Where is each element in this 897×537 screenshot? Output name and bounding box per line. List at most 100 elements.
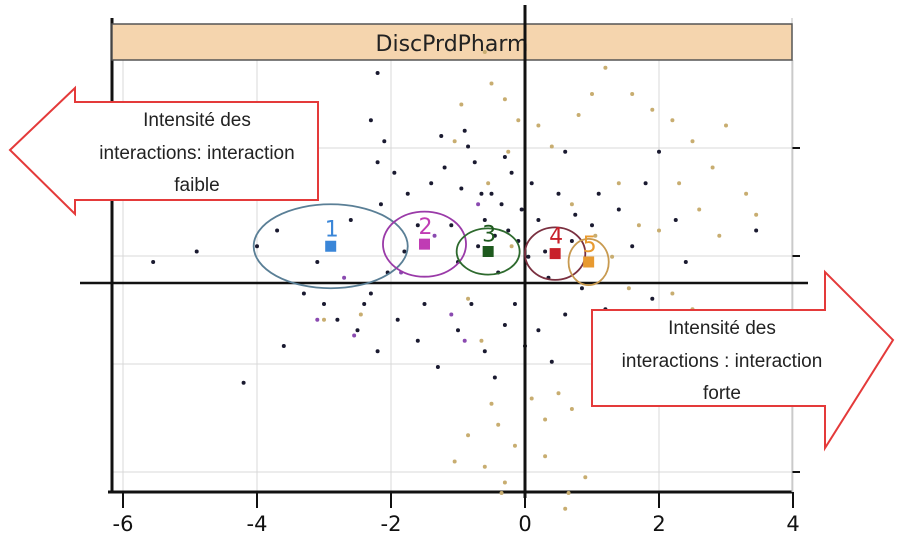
scatter-point-dark — [466, 144, 471, 149]
left-arrow-line-1: Intensité des — [143, 110, 251, 131]
cluster-center-1 — [325, 240, 337, 252]
scatter-point-light — [452, 459, 457, 464]
scatter-point-dark — [456, 328, 460, 333]
scatter-point-dark — [499, 202, 504, 207]
scatter-point-dark — [590, 223, 594, 228]
panel-strip-background — [111, 23, 793, 61]
cluster-label-3: 3 — [482, 223, 496, 248]
scatter-point-dark — [322, 302, 326, 306]
scatter-point-light — [549, 144, 554, 149]
scatter-point-light — [512, 443, 517, 448]
x-tick-label: -6 — [113, 512, 134, 536]
panel-strip: DiscPrdPharm — [111, 23, 793, 61]
scatter-point-violet — [476, 202, 481, 207]
scatter-point-light — [506, 149, 511, 154]
scatter-point-dark — [348, 218, 353, 222]
scatter-point-light — [590, 92, 594, 96]
left-arrow-line-3: faible — [174, 175, 219, 196]
scatter-point-light — [630, 92, 635, 96]
cluster-label-4: 4 — [549, 225, 563, 250]
scatter-point-dark — [151, 260, 156, 264]
scatter-point-dark — [422, 302, 427, 306]
scatter-point-dark — [395, 317, 400, 322]
scatter-point-dark — [275, 228, 280, 233]
scatter-point-light — [657, 228, 661, 233]
scatter-point-light — [466, 433, 471, 438]
scatter-point-light — [717, 233, 722, 238]
scatter-point-dark — [573, 212, 578, 217]
scatter-point-dark — [402, 249, 407, 254]
scatter-point-light — [556, 391, 561, 396]
right-arrow: Intensité des interactions : interaction… — [591, 269, 895, 452]
scatter-point-dark — [479, 191, 484, 196]
right-arrow-line-2: interactions : interaction — [622, 351, 823, 372]
scatter-point-dark — [281, 344, 286, 348]
cluster-ellipse-4 — [524, 226, 587, 281]
scatter-point-dark — [462, 128, 467, 133]
scatter-point-light — [626, 286, 631, 291]
scatter-point-light — [650, 107, 655, 112]
scatter-point-light — [593, 233, 598, 238]
scatter-point-light — [529, 396, 534, 401]
scatter-point-dark — [489, 191, 494, 196]
scatter-point-dark — [506, 228, 511, 233]
cluster-center-4 — [549, 248, 561, 260]
scatter-point-light — [482, 50, 487, 54]
scatter-point-light — [697, 207, 702, 212]
scatter-point-light — [690, 139, 695, 144]
scatter-point-dark — [382, 139, 387, 144]
cluster-center-2 — [419, 238, 430, 250]
scatter-point-light — [576, 113, 581, 117]
x-tick-label: 2 — [652, 512, 665, 536]
scatter-point-dark — [754, 228, 759, 233]
scatter-point-dark — [673, 218, 678, 222]
cluster-ellipse-5 — [567, 237, 610, 286]
scatter-point-dark — [529, 181, 534, 186]
scatter-point-dark — [335, 317, 340, 322]
scatter-point-light — [482, 464, 487, 469]
x-tick-label: -2 — [381, 512, 402, 536]
left-arrow-shape — [8, 85, 319, 217]
plot-frame — [108, 18, 793, 494]
scatter-point-dark — [415, 338, 420, 343]
scatter-point-light — [583, 475, 588, 480]
scatter-point-dark — [556, 191, 561, 196]
panel-strip-title: DiscPrdPharm — [376, 32, 529, 57]
scatter-point-dark — [368, 291, 373, 296]
scatter-point-violet — [315, 317, 320, 322]
scatter-point-dark — [194, 249, 199, 254]
scatter-point-light — [610, 254, 615, 259]
scatter-point-dark — [563, 149, 568, 154]
scatter-point-dark — [476, 244, 481, 249]
cluster-center-3 — [482, 246, 494, 257]
scatter-point-dark — [492, 233, 497, 238]
scatter-point-dark — [650, 296, 655, 301]
scatter-point-dark — [362, 302, 367, 306]
scatter-point-dark — [563, 312, 568, 317]
scatter-point-violet — [342, 275, 347, 280]
scatter-point-light — [459, 102, 464, 107]
scatter-point-light — [502, 97, 507, 102]
scatter-point-dark — [449, 223, 454, 228]
scatter-point-dark — [435, 365, 440, 369]
x-tick-label: -4 — [247, 512, 268, 536]
scatter-point-dark — [630, 244, 635, 249]
scatter-point-dark — [442, 165, 447, 170]
scatter-point-light — [603, 65, 608, 70]
scatter-point-dark — [241, 380, 246, 385]
scatter-point-dark — [439, 134, 444, 138]
scatter-point-light — [496, 422, 501, 427]
scatter-point-light — [754, 212, 759, 217]
x-tick-label: 4 — [786, 512, 799, 536]
scatter-point-dark — [255, 244, 259, 249]
scatter-point-light — [489, 401, 494, 406]
left-arrow-line-2: interactions: interaction — [99, 143, 294, 164]
scatter-point-light — [563, 506, 568, 511]
scatter-point-dark — [512, 302, 517, 306]
scatter-point-violet — [449, 312, 454, 317]
scatter-point-light — [499, 491, 504, 495]
scatter-point-light — [710, 165, 715, 170]
scatter-point-dark — [405, 191, 410, 196]
scatter-point-light — [616, 181, 621, 186]
scatter-point-light — [479, 338, 484, 343]
